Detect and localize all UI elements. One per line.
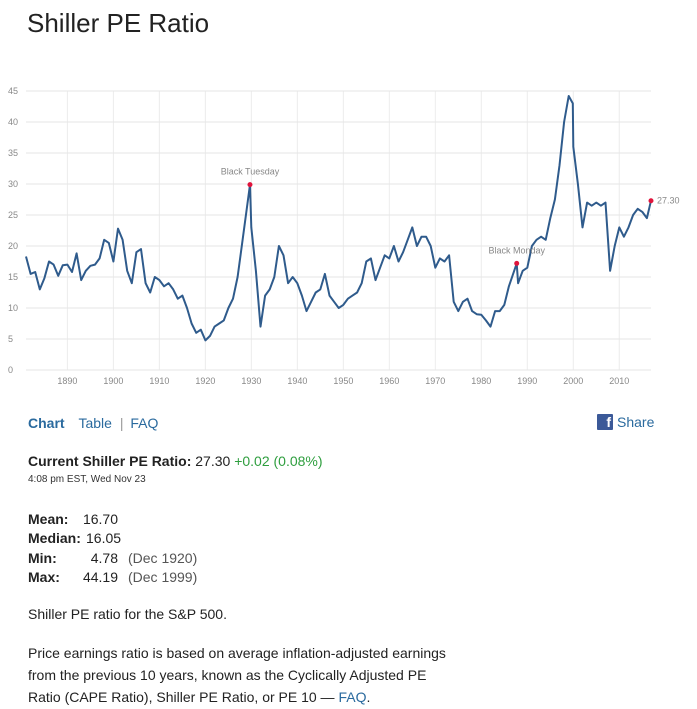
stat-label: Max:	[28, 568, 60, 585]
stats-block: Mean: 16.70 Median: 16.05 Min: 4.78 (Dec…	[28, 510, 197, 587]
stat-note: (Dec 1920)	[128, 549, 198, 566]
x-tick-label: 1960	[379, 376, 399, 386]
explanation-paragraph: Price earnings ratio is based on average…	[28, 642, 458, 708]
y-tick-label: 0	[8, 365, 13, 375]
event-label: Black Tuesday	[221, 167, 280, 177]
series-line	[25, 95, 652, 342]
stat-max: Max: 44.19 (Dec 1999)	[28, 568, 197, 587]
tab-separator: |	[119, 415, 124, 431]
stat-value: 16.05	[86, 530, 122, 547]
stat-label: Median:	[28, 530, 81, 547]
event-marker	[514, 260, 520, 266]
x-tick-label: 1940	[287, 376, 307, 386]
y-tick-label: 10	[8, 303, 18, 313]
stat-label: Min:	[28, 549, 57, 566]
x-tick-label: 1980	[471, 376, 491, 386]
x-tick-label: 1890	[57, 376, 77, 386]
current-value: 27.30	[195, 453, 231, 469]
event-label: Black Monday	[488, 245, 545, 255]
y-tick-label: 40	[8, 117, 18, 127]
x-tick-label: 1950	[333, 376, 353, 386]
x-tick-label: 2000	[563, 376, 583, 386]
x-tick-label: 1930	[241, 376, 261, 386]
shiller-pe-line-chart: 0 5 10 15 20 25 30 35 40 45 1890 1900 1910 1920 1930 19…	[8, 86, 680, 386]
x-tick-label: 1990	[517, 376, 537, 386]
faq-link[interactable]: FAQ	[338, 689, 367, 705]
y-tick-label: 30	[8, 179, 18, 189]
current-label: Current Shiller PE Ratio:	[28, 453, 192, 469]
y-tick-label: 45	[8, 86, 18, 96]
x-tick-label: 1910	[149, 376, 169, 386]
chart-tabs: Chart Table | FAQ	[28, 415, 158, 431]
y-tick-label: 25	[8, 210, 18, 220]
facebook-icon: f	[597, 414, 613, 430]
timestamp: 4:08 pm EST, Wed Nov 23	[28, 474, 146, 485]
explanation-text: Price earnings ratio is based on average…	[28, 645, 446, 705]
y-tick-label: 20	[8, 241, 18, 251]
description-paragraph: Shiller PE ratio for the S&P 500.	[28, 606, 227, 622]
last-value-marker	[648, 198, 654, 204]
tab-faq[interactable]: FAQ	[130, 415, 159, 431]
stat-value: 44.19	[82, 568, 118, 585]
y-tick-label: 5	[8, 334, 13, 344]
stat-value: 16.70	[82, 511, 118, 527]
explanation-end: .	[366, 689, 371, 705]
stat-median: Median: 16.05	[28, 529, 197, 548]
x-tick-label: 1920	[195, 376, 215, 386]
x-tick-label: 2010	[609, 376, 629, 386]
stat-label: Mean:	[28, 511, 69, 527]
stat-mean: Mean: 16.70	[28, 510, 197, 529]
last-value-label: 27.30	[657, 196, 680, 206]
current-value-line: Current Shiller PE Ratio: 27.30 +0.02 (0…	[28, 453, 323, 469]
y-tick-label: 35	[8, 148, 18, 158]
x-tick-label: 1970	[425, 376, 445, 386]
x-tick-label: 1900	[103, 376, 123, 386]
page-title: Shiller PE Ratio	[27, 8, 210, 38]
stat-value: 4.78	[90, 549, 118, 566]
share-label: Share	[617, 414, 655, 430]
tab-table[interactable]: Table	[78, 415, 112, 431]
current-change: +0.02 (0.08%)	[234, 453, 323, 469]
stat-min: Min: 4.78 (Dec 1920)	[28, 549, 197, 568]
event-marker	[247, 182, 253, 188]
y-tick-label: 15	[8, 272, 18, 282]
stat-note: (Dec 1999)	[128, 568, 198, 585]
tab-chart[interactable]: Chart	[28, 415, 65, 431]
share-button[interactable]: f Share	[597, 414, 654, 430]
